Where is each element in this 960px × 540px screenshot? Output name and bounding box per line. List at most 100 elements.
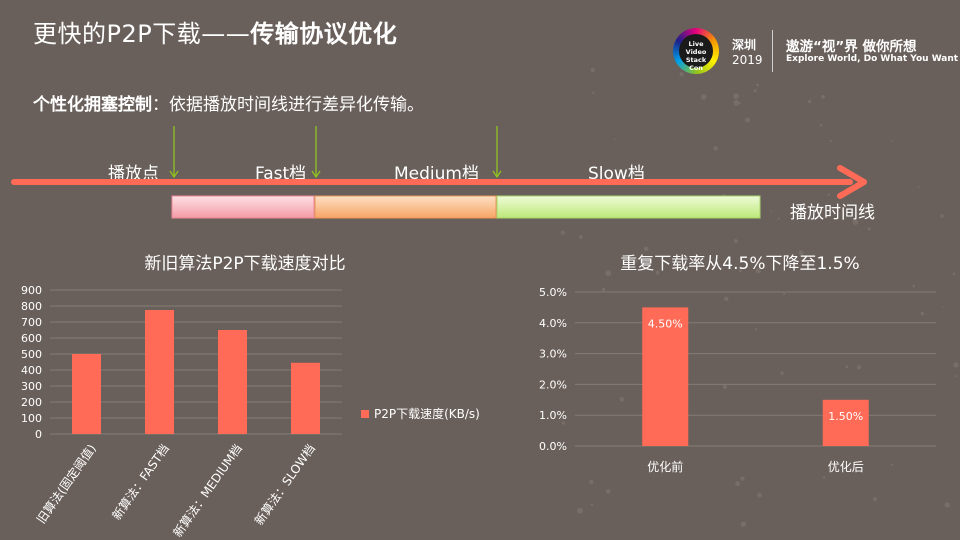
- marker-fast-medium: [311, 126, 321, 179]
- chart2-y-tick: 3.0%: [539, 348, 567, 361]
- bg-dot: [643, 246, 649, 252]
- bg-dot: [770, 210, 772, 212]
- bg-dot: [822, 476, 826, 479]
- chart1-legend-swatch: [361, 410, 369, 418]
- bg-dot: [872, 497, 877, 502]
- bg-dot: [821, 94, 825, 99]
- bg-dot: [807, 99, 812, 104]
- bg-dot: [733, 239, 738, 244]
- bg-dot: [560, 230, 565, 235]
- bg-dot: [740, 476, 745, 481]
- bg-dot: [733, 99, 740, 106]
- bg-dot: [753, 89, 757, 93]
- chart1-y-tick: 700: [21, 316, 42, 329]
- bg-dot: [920, 311, 925, 316]
- logo-year: 2019: [732, 53, 763, 67]
- bg-dot: [577, 507, 583, 514]
- page-title: 更快的P2P下载——传输协议优化: [33, 14, 397, 49]
- bg-dot: [601, 287, 606, 292]
- bg-dot: [819, 124, 823, 127]
- chart1-bar: [72, 354, 101, 434]
- bg-dot: [783, 292, 786, 296]
- logo-slogan: 遨游“视”界 做你所想: [786, 39, 917, 55]
- bg-dot: [590, 503, 594, 506]
- chart1-bar: [291, 362, 320, 434]
- page-title-bold: 传输协议优化: [250, 20, 398, 48]
- segment-medium: [314, 195, 497, 219]
- subtitle-rest: ：依据播放时间线进行差异化传输。: [152, 95, 424, 115]
- chart1-bar: [145, 310, 174, 434]
- logo-divider: [772, 30, 773, 72]
- bg-dot: [655, 270, 660, 275]
- chart2-bar: [642, 307, 689, 446]
- chart1-y-tick: 900: [21, 284, 42, 297]
- bg-dot: [590, 68, 595, 73]
- chart2-x-tick: 优化前: [647, 459, 683, 474]
- bg-dot: [592, 91, 595, 95]
- chart2-y-tick: 0.0%: [539, 440, 567, 453]
- logo-slogan-en: Explore World, Do What You Want: [786, 54, 959, 64]
- bg-dot: [724, 296, 729, 302]
- subtitle: 个性化拥塞控制：依据播放时间线进行差异化传输。: [33, 90, 424, 115]
- chart2-y-tick: 4.0%: [539, 317, 567, 330]
- chart1-y-tick: 400: [21, 364, 42, 377]
- bg-dot: [589, 479, 594, 484]
- logo-ring-icon: Live Video Stack Con: [673, 28, 719, 74]
- bg-dot: [733, 93, 739, 100]
- chart1-x-tick: 新算法：FAST档: [109, 441, 172, 522]
- chart1-y-tick: 0: [35, 428, 42, 441]
- bg-dot: [944, 502, 950, 508]
- bg-dot: [780, 371, 784, 375]
- page-title-main: 更快的P2P下载——: [33, 20, 251, 48]
- bg-dot: [619, 397, 625, 402]
- bg-dot: [953, 362, 959, 368]
- bg-dot: [952, 272, 956, 276]
- chart2-title: 重复下载率从4.5%下降至1.5%: [620, 254, 860, 274]
- chart1-y-tick: 300: [21, 380, 42, 393]
- bg-dot: [756, 83, 759, 87]
- bg-dot: [891, 463, 894, 466]
- bg-dot: [738, 269, 742, 273]
- segment-fast: [171, 195, 315, 219]
- bg-dot: [605, 489, 611, 494]
- bg-dot: [739, 102, 741, 105]
- repeat-download-chart: 0.0% 1.0% 2.0% 3.0% 4.0% 5.0% 4.50% 1.50% 优化前 优化后: [539, 286, 936, 474]
- chart2-data-label: 4.50%: [648, 317, 683, 330]
- bg-dot: [605, 270, 612, 277]
- bg-dot: [757, 492, 762, 498]
- bg-dot: [633, 259, 638, 264]
- chart2-y-tick: 1.0%: [539, 409, 567, 422]
- bg-dot: [740, 521, 747, 527]
- bg-dot: [701, 94, 707, 100]
- bg-dot: [857, 365, 861, 370]
- bg-dot: [745, 117, 751, 123]
- timeline-axis-label: 播放时间线: [790, 203, 875, 223]
- logo-city: 深圳: [732, 38, 757, 52]
- bg-dot: [755, 328, 758, 331]
- chart1-y-tick: 100: [21, 412, 42, 425]
- chart1-x-tick: 新算法：SLOW档: [251, 441, 318, 528]
- bg-dot: [845, 365, 849, 369]
- chart2-x-tick: 优化后: [828, 460, 864, 474]
- bg-dot: [955, 375, 958, 378]
- chart1-y-tick: 500: [21, 348, 42, 361]
- chart1-legend-label: P2P下载速度(KB/s): [374, 406, 480, 421]
- chart2-data-label: 1.50%: [828, 410, 863, 423]
- bg-dot: [679, 72, 684, 77]
- event-logo: Live Video Stack Con 深圳 2019 遨游“视”界 做你所想…: [670, 26, 960, 76]
- bg-dot: [722, 384, 728, 390]
- chart1-y-tick: 200: [21, 396, 42, 409]
- chart2-y-tick: 5.0%: [539, 286, 567, 299]
- segment-slow: [496, 195, 761, 219]
- bg-dot: [713, 146, 718, 151]
- chart1-x-tick: 旧算法(固定阈值): [33, 441, 99, 526]
- chart1-x-tick: 新算法：MEDIUM档: [170, 441, 245, 540]
- chart1-bar: [218, 330, 247, 434]
- chart2-y-tick: 2.0%: [539, 378, 567, 391]
- bg-dot: [561, 421, 566, 425]
- bg-dot: [798, 250, 804, 256]
- timeline-diagram: [11, 126, 867, 219]
- chart1-y-tick: 600: [21, 332, 42, 345]
- marker-play-point: [169, 126, 179, 179]
